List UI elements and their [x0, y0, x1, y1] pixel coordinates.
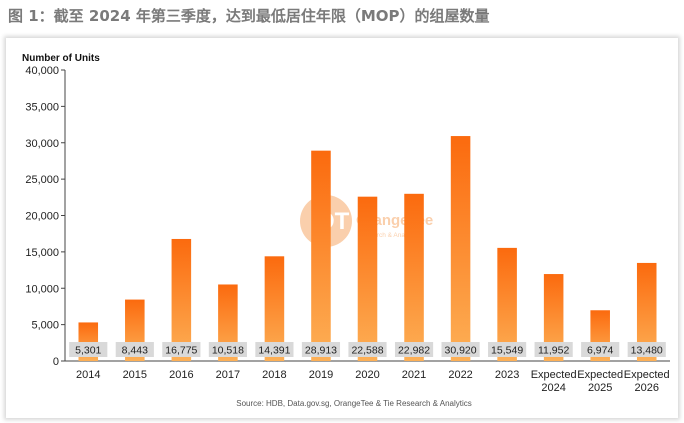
bar	[404, 193, 424, 361]
value-label-box	[534, 342, 573, 357]
value-label-box	[301, 342, 341, 357]
value-label: 15,549	[491, 345, 523, 357]
value-label-box	[394, 342, 434, 357]
x-tick-label: 2023	[495, 369, 519, 381]
value-label: 30,920	[445, 345, 477, 357]
value-label-box	[115, 342, 154, 357]
figure-heading: 图 1：截至 2024 年第三季度，达到最低居住年限（MOP）的组屋数量	[8, 7, 490, 25]
value-label: 22,588	[351, 345, 383, 357]
value-label-box	[441, 342, 480, 357]
y-tick-label: 30,000	[25, 138, 59, 150]
x-tick-label: Expected 2026	[624, 369, 670, 394]
value-label: 6,974	[587, 345, 613, 357]
value-label: 10,518	[212, 345, 244, 357]
x-tick-label: 2021	[402, 369, 426, 381]
chart-panel: Number of Units OT OrangeTee Research & …	[6, 38, 678, 418]
x-tick-label: 2019	[309, 369, 333, 381]
x-tick-label: 2020	[355, 369, 379, 381]
value-label: 13,480	[631, 345, 663, 357]
y-tick-label: 5,000	[31, 320, 59, 332]
x-tick-label: Expected 2024	[531, 369, 577, 394]
y-tick-label: 15,000	[25, 247, 59, 259]
source-note: Source: HDB, Data.gov.sg, OrangeTee & Ti…	[236, 399, 472, 408]
watermark-subtitle: Research & Analytics	[358, 232, 420, 239]
value-label-box	[255, 342, 294, 357]
value-label-box	[627, 342, 666, 357]
bar	[543, 274, 564, 361]
value-label-box	[488, 342, 527, 357]
value-label: 8,443	[122, 345, 148, 357]
bar	[264, 256, 285, 361]
x-tick-label: 2022	[448, 369, 472, 381]
bar	[497, 247, 517, 361]
bar	[636, 262, 657, 361]
bar	[311, 150, 331, 361]
y-tick-label: 0	[53, 356, 59, 368]
value-label: 28,913	[305, 345, 337, 357]
bar	[357, 196, 378, 361]
bar	[450, 136, 471, 361]
value-label: 5,301	[75, 345, 101, 357]
bar	[218, 284, 238, 361]
x-tick-label: 2016	[169, 369, 193, 381]
y-tick-label: 35,000	[25, 101, 59, 113]
y-tick-label: 40,000	[25, 65, 59, 77]
y-tick-label: 20,000	[25, 211, 59, 223]
x-tick-label: 2014	[76, 369, 100, 381]
value-label-box	[208, 342, 247, 357]
value-label-box	[581, 342, 620, 357]
y-tick-label: 25,000	[25, 174, 59, 186]
value-label: 16,775	[165, 345, 197, 357]
value-label-box	[69, 342, 108, 357]
value-label: 22,982	[398, 345, 430, 357]
bar-chart: Number of Units OT OrangeTee Research & …	[22, 53, 670, 408]
value-label-box	[162, 342, 201, 357]
value-label: 14,391	[258, 345, 290, 357]
x-tick-label: 2017	[216, 369, 240, 381]
y-axis-label: Number of Units	[22, 53, 100, 64]
y-tick-label: 10,000	[25, 283, 59, 295]
value-label-box	[348, 342, 387, 357]
bar	[171, 238, 192, 361]
x-tick-label: 2015	[123, 369, 147, 381]
value-label: 11,952	[538, 345, 569, 357]
x-tick-label: 2018	[262, 369, 286, 381]
x-tick-label: Expected 2025	[577, 369, 623, 394]
